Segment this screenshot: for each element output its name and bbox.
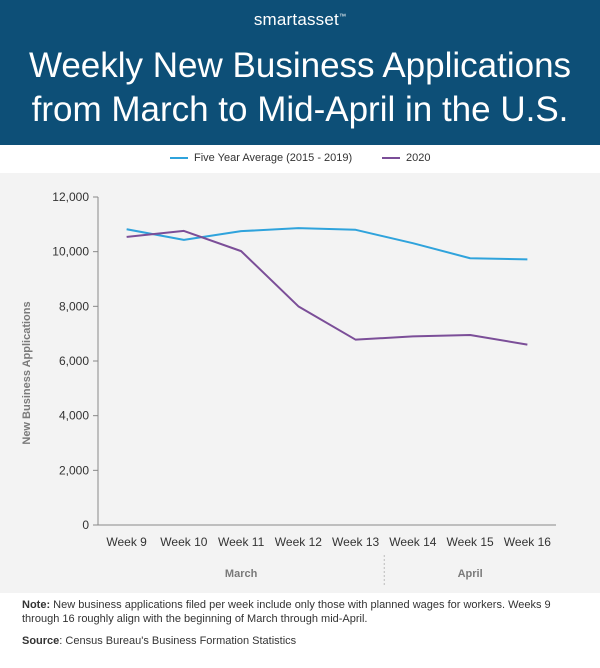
x-group-label: March [225,568,258,580]
x-tick-label: Week 9 [106,535,147,549]
header-banner: smartasset™ Weekly New Business Applicat… [0,0,600,145]
legend-swatch-avg [170,157,188,159]
y-tick-label: 6,000 [59,354,89,368]
y-tick-label: 2,000 [59,463,89,477]
y-tick-label: 0 [82,518,89,532]
brand-suffix: asset [297,10,339,29]
brand-tm: ™ [338,13,347,21]
x-tick-label: Week 16 [504,535,551,549]
legend: Five Year Average (2015 - 2019) 2020 [0,145,600,173]
title-line-2: from March to Mid-April in the U.S. [31,90,569,129]
legend-swatch-2020 [382,157,400,159]
x-tick-label: Week 10 [160,535,207,549]
source-label: Source [22,635,60,647]
legend-item-2020: 2020 [382,152,430,164]
line-chart: 0 2,000 4,000 6,000 8,000 10,000 12,000 New Bus… [21,190,556,585]
y-tick-label: 10,000 [52,245,89,259]
brand-prefix: smart [253,10,298,29]
y-tick-label: 12,000 [52,190,89,204]
x-group-label: April [458,568,483,580]
y-tick-label: 8,000 [59,299,89,313]
x-tick-label: Week 11 [218,535,265,549]
y-axis-label: New Business Applications [21,301,33,444]
legend-label-avg: Five Year Average (2015 - 2019) [194,152,353,164]
legend-item-avg: Five Year Average (2015 - 2019) [170,152,352,164]
series-line-five-year-average [126,227,528,261]
source: Source: Census Bureau's Business Formati… [22,634,582,648]
notes-block: Note: New business applications filed pe… [22,598,582,648]
source-text: : Census Bureau's Business Formation Sta… [59,635,297,647]
series-line-2020 [126,229,528,346]
note: Note: New business applications filed pe… [22,598,582,626]
chart-title: Weekly New Business Applications from Ma… [20,44,580,132]
note-text: New business applications filed per week… [22,599,551,625]
x-tick-label: Week 12 [275,535,322,549]
brand-logo: smartasset™ [0,10,600,30]
title-line-1: Weekly New Business Applications [28,46,572,85]
x-tick-label: Week 15 [447,535,494,549]
note-label: Note: [22,599,51,611]
y-tick-label: 4,000 [59,409,89,423]
x-tick-label: Week 14 [389,535,436,549]
x-tick-label: Week 13 [332,535,379,549]
legend-label-2020: 2020 [406,152,431,164]
plot-background [0,173,600,593]
